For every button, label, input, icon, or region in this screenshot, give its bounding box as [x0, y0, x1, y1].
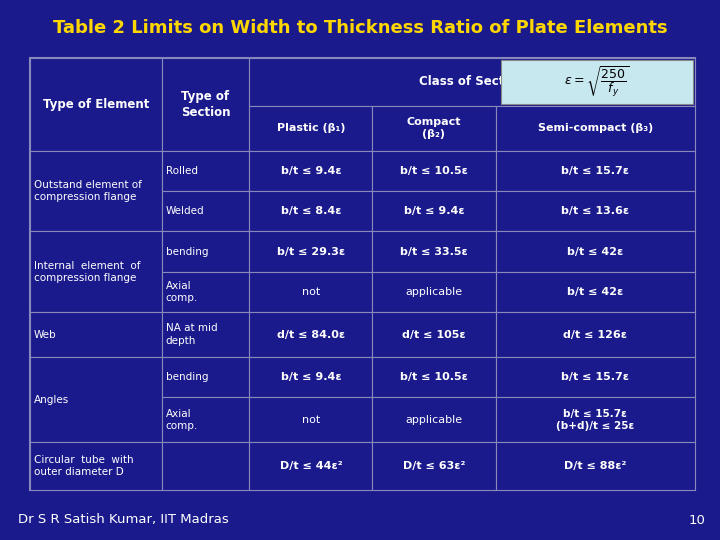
Text: D/t ≤ 44ε²: D/t ≤ 44ε² — [279, 461, 342, 471]
Text: Outstand element of
compression flange: Outstand element of compression flange — [34, 180, 142, 202]
Text: d/t ≤ 84.0ε: d/t ≤ 84.0ε — [277, 329, 345, 340]
Text: Type of Element: Type of Element — [42, 98, 149, 111]
Bar — [249, 397, 372, 442]
Bar — [249, 232, 372, 272]
Text: d/t ≤ 126ε: d/t ≤ 126ε — [563, 329, 627, 340]
Bar — [30, 232, 162, 312]
Text: Type of
Section: Type of Section — [181, 90, 230, 119]
Text: Circular  tube  with
outer diameter D: Circular tube with outer diameter D — [34, 455, 134, 477]
Text: Web: Web — [34, 329, 57, 340]
Bar — [162, 151, 249, 191]
Bar — [372, 357, 495, 397]
Bar — [372, 442, 495, 490]
Bar — [372, 232, 495, 272]
Bar — [162, 312, 249, 357]
Bar — [249, 58, 695, 106]
Bar — [495, 397, 695, 442]
Text: b/t ≤ 15.7ε
(b+d)/t ≤ 25ε: b/t ≤ 15.7ε (b+d)/t ≤ 25ε — [556, 409, 634, 431]
Bar — [372, 272, 495, 312]
Text: b/t ≤ 9.4ε: b/t ≤ 9.4ε — [281, 372, 341, 382]
Bar — [249, 272, 372, 312]
Text: Axial
comp.: Axial comp. — [166, 409, 198, 431]
Bar — [495, 272, 695, 312]
Bar — [162, 58, 249, 151]
Text: D/t ≤ 63ε²: D/t ≤ 63ε² — [402, 461, 465, 471]
Text: b/t ≤ 10.5ε: b/t ≤ 10.5ε — [400, 372, 468, 382]
Bar — [162, 357, 249, 397]
Text: D/t ≤ 88ε²: D/t ≤ 88ε² — [564, 461, 626, 471]
Text: not: not — [302, 287, 320, 297]
Text: Plastic (β₁): Plastic (β₁) — [276, 123, 345, 133]
Bar — [495, 442, 695, 490]
Text: b/t ≤ 42ε: b/t ≤ 42ε — [567, 247, 624, 256]
Text: Rolled: Rolled — [166, 166, 198, 176]
Bar — [249, 312, 372, 357]
Bar — [495, 151, 695, 191]
Bar — [30, 312, 162, 357]
Text: NA at mid
depth: NA at mid depth — [166, 323, 217, 346]
Bar — [372, 397, 495, 442]
Bar — [495, 232, 695, 272]
Text: Axial
comp.: Axial comp. — [166, 281, 198, 303]
Bar — [495, 312, 695, 357]
Bar — [372, 106, 495, 151]
Bar — [30, 442, 162, 490]
Text: Semi-compact (β₃): Semi-compact (β₃) — [538, 123, 653, 133]
Text: b/t ≤ 9.4ε: b/t ≤ 9.4ε — [281, 166, 341, 176]
Text: b/t ≤ 15.7ε: b/t ≤ 15.7ε — [562, 372, 629, 382]
Bar — [500, 60, 693, 104]
Bar — [162, 442, 249, 490]
Bar — [162, 191, 249, 232]
Text: b/t ≤ 10.5ε: b/t ≤ 10.5ε — [400, 166, 468, 176]
Bar — [162, 232, 249, 272]
Text: b/t ≤ 13.6ε: b/t ≤ 13.6ε — [561, 206, 629, 216]
Bar — [249, 106, 372, 151]
Text: Table 2 Limits on Width to Thickness Ratio of Plate Elements: Table 2 Limits on Width to Thickness Rat… — [53, 19, 667, 37]
Text: bending: bending — [166, 247, 208, 256]
Bar — [162, 397, 249, 442]
Text: d/t ≤ 105ε: d/t ≤ 105ε — [402, 329, 466, 340]
Text: Dr S R Satish Kumar, IIT Madras: Dr S R Satish Kumar, IIT Madras — [18, 514, 229, 526]
Text: b/t ≤ 29.3ε: b/t ≤ 29.3ε — [277, 247, 345, 256]
Bar — [30, 58, 695, 490]
Text: Class of Section: Class of Section — [419, 76, 525, 89]
Bar — [249, 191, 372, 232]
Text: Angles: Angles — [34, 395, 69, 404]
Bar — [30, 151, 162, 232]
Text: b/t ≤ 8.4ε: b/t ≤ 8.4ε — [281, 206, 341, 216]
Bar — [372, 312, 495, 357]
Bar — [162, 272, 249, 312]
Text: $\varepsilon = \sqrt{\dfrac{250}{f_y}}$: $\varepsilon = \sqrt{\dfrac{250}{f_y}}$ — [564, 64, 630, 99]
Text: 10: 10 — [688, 514, 705, 526]
Bar — [30, 357, 162, 442]
Text: Internal  element  of
compression flange: Internal element of compression flange — [34, 261, 140, 283]
Text: b/t ≤ 33.5ε: b/t ≤ 33.5ε — [400, 247, 468, 256]
Text: applicable: applicable — [405, 415, 462, 425]
Text: Compact
(β₂): Compact (β₂) — [407, 117, 462, 139]
Bar — [372, 151, 495, 191]
Text: b/t ≤ 9.4ε: b/t ≤ 9.4ε — [404, 206, 464, 216]
Bar — [495, 106, 695, 151]
Bar — [249, 357, 372, 397]
Bar — [372, 191, 495, 232]
Text: Welded: Welded — [166, 206, 204, 216]
Bar — [30, 58, 162, 151]
Text: b/t ≤ 15.7ε: b/t ≤ 15.7ε — [562, 166, 629, 176]
Bar — [495, 191, 695, 232]
Bar — [249, 151, 372, 191]
Text: not: not — [302, 415, 320, 425]
Bar — [249, 442, 372, 490]
Text: bending: bending — [166, 372, 208, 382]
Text: applicable: applicable — [405, 287, 462, 297]
Bar — [495, 357, 695, 397]
Text: b/t ≤ 42ε: b/t ≤ 42ε — [567, 287, 624, 297]
